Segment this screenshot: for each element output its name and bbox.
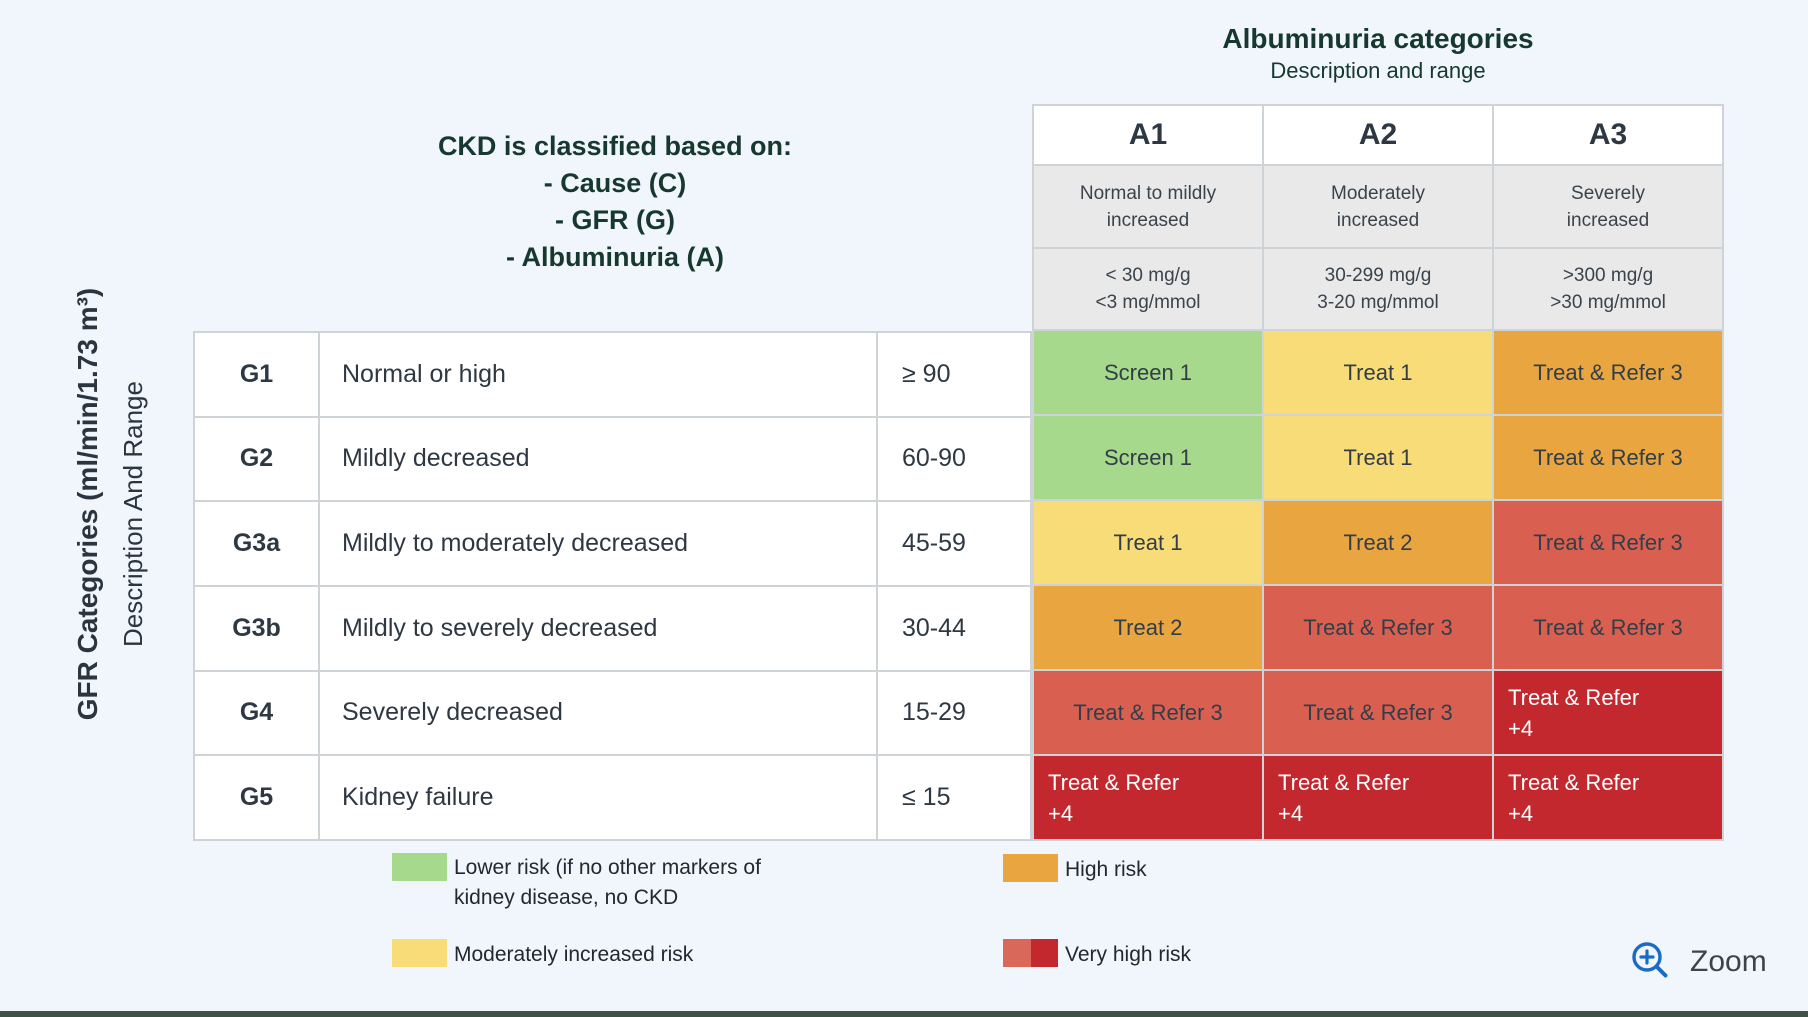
- gfr-table: G1 Normal or high ≥ 90 G2 Mildly decreas…: [193, 331, 1032, 841]
- column-header-a2: A2: [1264, 106, 1492, 164]
- ckd-note-line2: - Cause (C): [543, 168, 687, 198]
- risk-cell-g1-a2: Treat 1: [1264, 331, 1492, 414]
- gfr-axis-subtitle: Description And Range: [118, 381, 148, 647]
- gfr-row-description-g5: Kidney failure: [320, 756, 876, 839]
- gfr-row-description-g3a: Mildly to moderately decreased: [320, 502, 876, 585]
- legend-label-lower-risk: Lower risk (if no other markers of kidne…: [454, 856, 761, 909]
- column-description-a1: Normal to mildly increased: [1034, 166, 1262, 247]
- risk-cell-g4-a3: Treat & Refer +4: [1494, 671, 1722, 754]
- gfr-row-range-g3b: 30-44: [878, 586, 1030, 670]
- risk-cell-g5-a3: Treat & Refer +4: [1494, 756, 1722, 839]
- gfr-row-code-g5: G5: [195, 756, 318, 839]
- zoom-label: Zoom: [1690, 945, 1767, 978]
- ckd-note-line1: CKD is classified based on:: [437, 131, 793, 161]
- legend-label-very-high-risk: Very high risk: [1065, 943, 1192, 966]
- gfr-row-code-g3a: G3a: [195, 502, 318, 585]
- gfr-row-code-g3b: G3b: [195, 586, 318, 670]
- gfr-row-description-g1: Normal or high: [320, 333, 876, 416]
- zoom-button[interactable]: Zoom: [1630, 940, 1767, 984]
- column-description-a3: Severely increased: [1494, 166, 1722, 247]
- risk-cell-g3b-a2: Treat & Refer 3: [1264, 586, 1492, 669]
- column-range-a1: < 30 mg/g <3 mg/mmol: [1034, 249, 1262, 329]
- ckd-note-line3: - GFR (G): [555, 205, 675, 235]
- risk-cell-g3a-a2: Treat 2: [1264, 501, 1492, 584]
- gfr-row-description-g2: Mildly decreased: [320, 417, 876, 501]
- albuminuria-subtitle: Description and range: [1270, 58, 1486, 83]
- risk-cell-g4-a1: Treat & Refer 3: [1034, 671, 1262, 754]
- legend-swatch-moderately-increased-risk: [392, 939, 447, 967]
- column-range-a2: 30-299 mg/g 3-20 mg/mmol: [1264, 249, 1492, 329]
- risk-cell-g2-a1: Screen 1: [1034, 416, 1262, 499]
- legend-swatch-very-high-risk: [1003, 939, 1058, 967]
- gfr-row-range-g2: 60-90: [878, 417, 1030, 501]
- ckd-note-line4: - Albuminuria (A): [506, 242, 724, 272]
- gfr-axis-title: GFR Categories (ml/min/1.73 m³): [72, 287, 103, 721]
- risk-matrix: A1 A2 A3 Normal to mildly increased Mode…: [1032, 104, 1724, 841]
- risk-cell-g2-a2: Treat 1: [1264, 416, 1492, 499]
- risk-cell-g1-a3: Treat & Refer 3: [1494, 331, 1722, 414]
- ckd-note: CKD is classified based on: - Cause (C) …: [330, 128, 900, 276]
- risk-cell-g5-a1: Treat & Refer +4: [1034, 756, 1262, 839]
- albuminuria-heading: Albuminuria categories Description and r…: [1032, 22, 1724, 86]
- column-header-a3: A3: [1494, 106, 1722, 164]
- gfr-row-code-g2: G2: [195, 417, 318, 501]
- gfr-row-range-g4: 15-29: [878, 671, 1030, 755]
- legend-label-high-risk: High risk: [1065, 858, 1147, 881]
- bottom-bar: [0, 1011, 1808, 1017]
- gfr-row-description-g3b: Mildly to severely decreased: [320, 586, 876, 670]
- risk-cell-g2-a3: Treat & Refer 3: [1494, 416, 1722, 499]
- column-description-a2: Moderately increased: [1264, 166, 1492, 247]
- risk-cell-g3b-a3: Treat & Refer 3: [1494, 586, 1722, 669]
- risk-cell-g4-a2: Treat & Refer 3: [1264, 671, 1492, 754]
- gfr-row-range-g5: ≤ 15: [878, 756, 1030, 839]
- gfr-row-description-g4: Severely decreased: [320, 671, 876, 755]
- zoom-in-icon: [1632, 942, 1668, 978]
- legend-swatch-high-risk: [1003, 854, 1058, 882]
- column-range-a3: >300 mg/g >30 mg/mmol: [1494, 249, 1722, 329]
- risk-cell-g1-a1: Screen 1: [1034, 331, 1262, 414]
- gfr-row-range-g1: ≥ 90: [878, 333, 1030, 416]
- legend-label-moderately-increased-risk: Moderately increased risk: [454, 943, 694, 966]
- risk-cell-g3a-a3: Treat & Refer 3: [1494, 501, 1722, 584]
- risk-cell-g3a-a1: Treat 1: [1034, 501, 1262, 584]
- risk-cell-g5-a2: Treat & Refer +4: [1264, 756, 1492, 839]
- gfr-row-range-g3a: 45-59: [878, 502, 1030, 585]
- albuminuria-title: Albuminuria categories: [1222, 23, 1534, 54]
- gfr-row-code-g4: G4: [195, 671, 318, 755]
- risk-cell-g3b-a1: Treat 2: [1034, 586, 1262, 669]
- legend-swatch-lower-risk: [392, 853, 447, 881]
- gfr-row-code-g1: G1: [195, 333, 318, 416]
- column-header-a1: A1: [1034, 106, 1262, 164]
